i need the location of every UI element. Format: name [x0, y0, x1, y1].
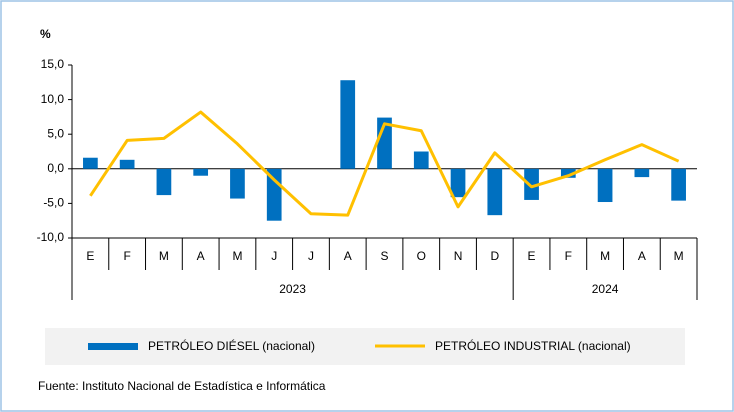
y-tick-label: -10,0: [37, 230, 65, 244]
y-axis-unit: %: [40, 27, 51, 41]
x-tick-label: M: [232, 249, 242, 263]
x-tick-label: M: [674, 249, 684, 263]
x-tick-label: A: [638, 249, 646, 263]
x-tick-label: S: [380, 249, 388, 263]
bar: [597, 168, 613, 203]
x-tick-label: E: [528, 249, 536, 263]
x-tick-label: F: [123, 249, 130, 263]
year-label: 2024: [592, 282, 619, 296]
bar: [487, 168, 503, 216]
legend-swatch: [88, 343, 138, 350]
x-tick-label: D: [490, 249, 499, 263]
x-tick-label: A: [197, 249, 205, 263]
y-tick-label: 10,0: [41, 92, 65, 106]
bar: [450, 168, 466, 198]
x-tick-label: M: [600, 249, 610, 263]
legend-label: PETRÓLEO DIÉSEL (nacional): [148, 338, 315, 353]
x-tick-label: J: [271, 249, 277, 263]
x-tick-label: F: [565, 249, 572, 263]
bar: [119, 159, 135, 169]
bar: [634, 168, 650, 178]
bar: [671, 168, 686, 201]
bar: [413, 151, 429, 169]
legend-box: [45, 328, 685, 365]
y-tick-label: 15,0: [41, 57, 65, 71]
source-note: Fuente: Instituto Nacional de Estadístic…: [38, 379, 326, 393]
x-tick-label: E: [86, 249, 94, 263]
year-label: 2023: [279, 282, 306, 296]
y-tick-label: -5,0: [43, 196, 64, 210]
bar: [83, 157, 98, 169]
x-tick-label: A: [344, 249, 352, 263]
bar: [230, 168, 245, 199]
legend-label: PETRÓLEO INDUSTRIAL (nacional): [435, 338, 631, 353]
bar: [560, 168, 576, 178]
x-tick-label: N: [454, 249, 463, 263]
x-tick-label: M: [159, 249, 169, 263]
bar: [193, 168, 209, 176]
bar: [524, 168, 539, 200]
bar: [156, 168, 172, 196]
y-tick-label: 0,0: [47, 161, 64, 175]
x-tick-label: O: [417, 249, 426, 263]
line: [89, 110, 680, 217]
x-tick-label: J: [308, 249, 314, 263]
y-tick-label: 5,0: [47, 126, 64, 140]
bar: [340, 80, 356, 169]
